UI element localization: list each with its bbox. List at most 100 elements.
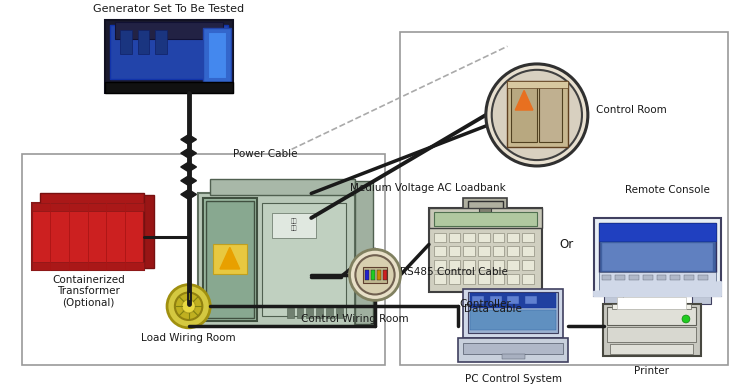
- Polygon shape: [181, 176, 196, 186]
- Bar: [464, 342, 563, 354]
- Text: Power Cable: Power Cable: [232, 149, 297, 159]
- Text: Control Wiring Room: Control Wiring Room: [302, 314, 409, 324]
- Bar: [429, 208, 542, 291]
- Bar: [522, 247, 534, 256]
- Bar: [508, 80, 568, 89]
- Text: Printer: Printer: [634, 366, 669, 376]
- Bar: [670, 275, 680, 280]
- Bar: [538, 86, 562, 142]
- Bar: [40, 194, 145, 205]
- Bar: [508, 233, 519, 243]
- Bar: [613, 304, 691, 309]
- Bar: [115, 22, 223, 39]
- Bar: [617, 298, 686, 309]
- Bar: [137, 30, 149, 54]
- Bar: [32, 203, 145, 270]
- Bar: [400, 32, 728, 365]
- Circle shape: [167, 285, 210, 328]
- Bar: [433, 260, 445, 270]
- Bar: [262, 203, 346, 316]
- Polygon shape: [181, 148, 196, 158]
- Bar: [468, 201, 502, 211]
- Bar: [296, 308, 304, 318]
- Bar: [209, 32, 226, 78]
- Polygon shape: [181, 190, 196, 199]
- Text: Containerized
Transformer
(Optional): Containerized Transformer (Optional): [53, 275, 125, 308]
- Polygon shape: [515, 91, 533, 110]
- Bar: [508, 274, 519, 284]
- Bar: [493, 233, 505, 243]
- Bar: [512, 86, 537, 142]
- Bar: [602, 275, 611, 280]
- Bar: [472, 296, 484, 304]
- Bar: [371, 270, 375, 280]
- Bar: [336, 308, 343, 318]
- Bar: [478, 233, 490, 243]
- Text: Or: Or: [560, 238, 574, 251]
- Bar: [656, 275, 666, 280]
- Bar: [203, 27, 231, 82]
- Circle shape: [356, 255, 395, 295]
- Text: Generator Set To Be Tested: Generator Set To Be Tested: [94, 4, 244, 14]
- Bar: [363, 267, 387, 283]
- Bar: [458, 337, 568, 362]
- Text: Load Wiring Room: Load Wiring Room: [141, 333, 236, 343]
- Bar: [464, 289, 563, 337]
- Bar: [213, 245, 248, 274]
- Bar: [433, 233, 445, 243]
- Bar: [468, 291, 559, 333]
- Bar: [478, 274, 490, 284]
- Bar: [525, 296, 537, 304]
- Bar: [598, 272, 716, 291]
- Text: Data Cable: Data Cable: [464, 304, 522, 314]
- Bar: [32, 262, 145, 270]
- Bar: [490, 296, 502, 304]
- Bar: [692, 296, 712, 304]
- Bar: [464, 247, 475, 256]
- Bar: [448, 233, 460, 243]
- Bar: [615, 275, 626, 280]
- Bar: [377, 270, 381, 280]
- Bar: [382, 270, 387, 280]
- Bar: [684, 275, 694, 280]
- Bar: [522, 260, 534, 270]
- Bar: [448, 247, 460, 256]
- Bar: [479, 208, 490, 216]
- Bar: [356, 181, 373, 324]
- Bar: [522, 233, 534, 243]
- Bar: [610, 344, 693, 354]
- Bar: [502, 354, 525, 359]
- Circle shape: [350, 249, 400, 300]
- Bar: [508, 260, 519, 270]
- Bar: [493, 274, 505, 284]
- Polygon shape: [181, 162, 196, 172]
- Bar: [145, 195, 154, 268]
- Bar: [203, 198, 257, 321]
- Bar: [598, 223, 716, 272]
- Bar: [698, 275, 707, 280]
- Bar: [365, 270, 369, 280]
- Bar: [478, 260, 490, 270]
- Bar: [602, 304, 700, 356]
- Bar: [508, 80, 568, 147]
- Bar: [32, 203, 145, 211]
- Text: Controller: Controller: [459, 300, 511, 309]
- Bar: [22, 154, 385, 365]
- Bar: [105, 20, 232, 93]
- Text: PC Control System: PC Control System: [465, 374, 562, 384]
- Bar: [448, 260, 460, 270]
- Bar: [470, 310, 556, 330]
- Bar: [508, 296, 519, 304]
- Bar: [110, 25, 228, 79]
- Polygon shape: [220, 247, 240, 269]
- Bar: [155, 30, 167, 54]
- Bar: [594, 218, 722, 296]
- Text: 品庆
事业: 品庆 事业: [290, 219, 297, 231]
- Bar: [608, 307, 696, 325]
- Bar: [602, 243, 713, 271]
- Bar: [433, 212, 537, 226]
- Bar: [493, 247, 505, 256]
- Circle shape: [182, 300, 196, 313]
- Circle shape: [492, 70, 582, 160]
- Bar: [464, 260, 475, 270]
